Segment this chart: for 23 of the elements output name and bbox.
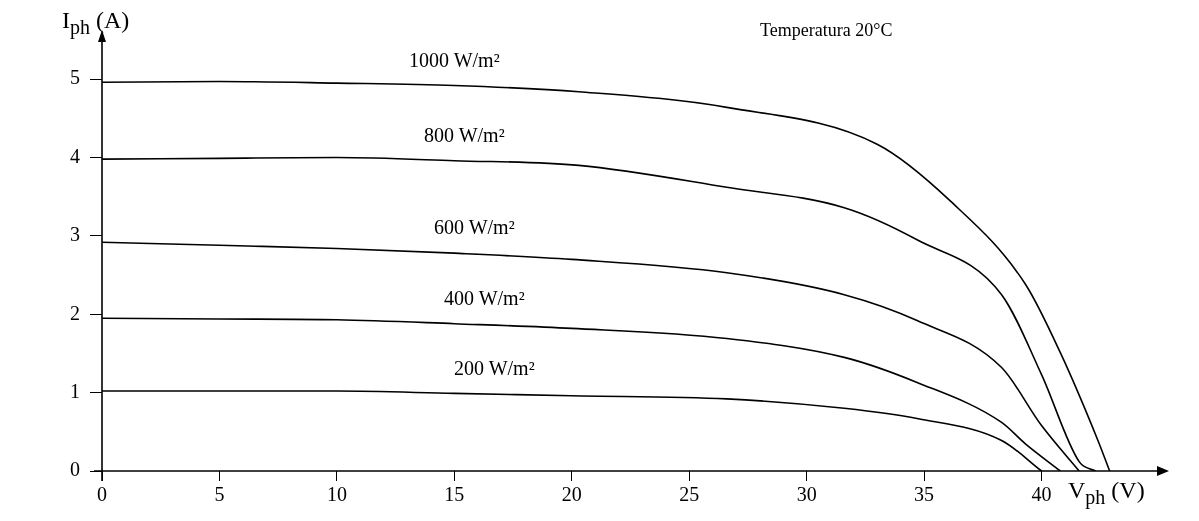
x-tick-label: 35 bbox=[914, 483, 935, 506]
x-tick-label: 15 bbox=[444, 483, 465, 506]
series-label: 200 W/m² bbox=[454, 356, 535, 379]
x-tick-label: 25 bbox=[679, 483, 700, 506]
series-label: 400 W/m² bbox=[444, 286, 525, 309]
y-tick-label: 3 bbox=[70, 223, 80, 246]
text: Temperatura 20°C bbox=[760, 20, 893, 41]
x-tick-label: 40 bbox=[1031, 483, 1052, 506]
y-tick-label: 0 bbox=[70, 458, 80, 481]
series-label: 800 W/m² bbox=[424, 123, 505, 146]
y-tick-label: 4 bbox=[70, 144, 80, 167]
x-tick-label: 30 bbox=[796, 483, 817, 506]
y-tick-label: 5 bbox=[70, 66, 80, 89]
series-label: 600 W/m² bbox=[434, 216, 515, 239]
x-axis-title: V$_{ph}$ (V) bbox=[1068, 477, 1145, 508]
x-tick-label: 10 bbox=[326, 483, 347, 506]
y-tick-label: 1 bbox=[70, 379, 80, 402]
x-tick-label: 20 bbox=[561, 483, 582, 506]
x-tick-label: 0 bbox=[97, 483, 107, 506]
x-tick-label: 5 bbox=[214, 483, 225, 506]
y-axis-title: I$_{ph}$ (A) bbox=[62, 7, 130, 38]
y-tick-label: 2 bbox=[70, 301, 80, 324]
series-label: 1000 W/m² bbox=[409, 48, 500, 71]
